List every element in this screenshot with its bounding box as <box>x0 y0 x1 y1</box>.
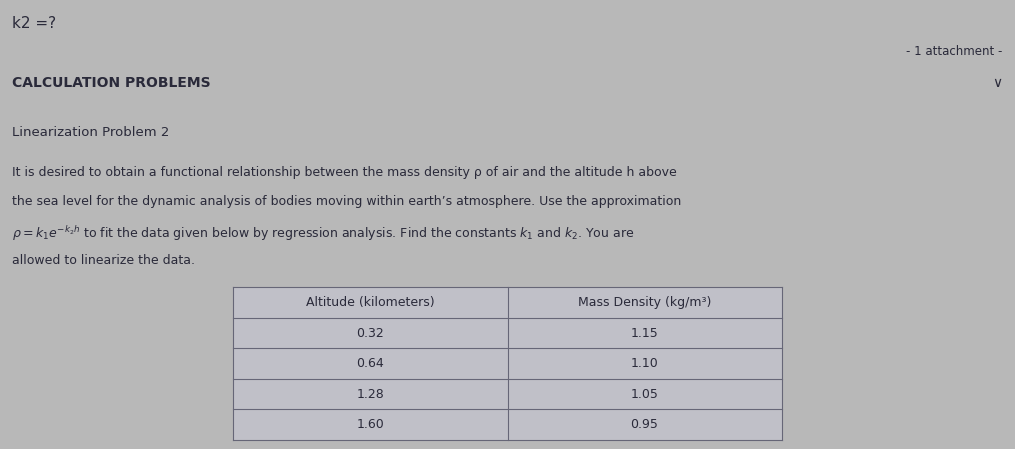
Text: allowed to linearize the data.: allowed to linearize the data. <box>12 254 195 267</box>
Text: It is desired to obtain a functional relationship between the mass density ρ of : It is desired to obtain a functional rel… <box>12 166 677 179</box>
Text: Altitude (kilometers): Altitude (kilometers) <box>307 296 434 309</box>
Text: Mass Density (kg/m³): Mass Density (kg/m³) <box>578 296 712 309</box>
Text: 1.10: 1.10 <box>630 357 659 370</box>
Text: CALCULATION PROBLEMS: CALCULATION PROBLEMS <box>12 76 211 90</box>
Text: 1.15: 1.15 <box>630 327 659 339</box>
Text: 0.64: 0.64 <box>356 357 385 370</box>
Text: 0.95: 0.95 <box>630 418 659 431</box>
Text: - 1 attachment -: - 1 attachment - <box>906 45 1003 58</box>
Text: the sea level for the dynamic analysis of bodies moving within earth’s atmospher: the sea level for the dynamic analysis o… <box>12 195 681 208</box>
Text: 1.28: 1.28 <box>356 388 385 401</box>
Text: $\rho = k_1 e^{-k_2 h}$ to fit the data given below by regression analysis. Find: $\rho = k_1 e^{-k_2 h}$ to fit the data … <box>12 224 634 243</box>
Text: Linearization Problem 2: Linearization Problem 2 <box>12 126 170 139</box>
Text: 1.60: 1.60 <box>356 418 385 431</box>
Text: ∨: ∨ <box>993 76 1003 90</box>
Text: 0.32: 0.32 <box>356 327 385 339</box>
Text: 1.05: 1.05 <box>630 388 659 401</box>
Text: k2 =?: k2 =? <box>12 16 56 31</box>
